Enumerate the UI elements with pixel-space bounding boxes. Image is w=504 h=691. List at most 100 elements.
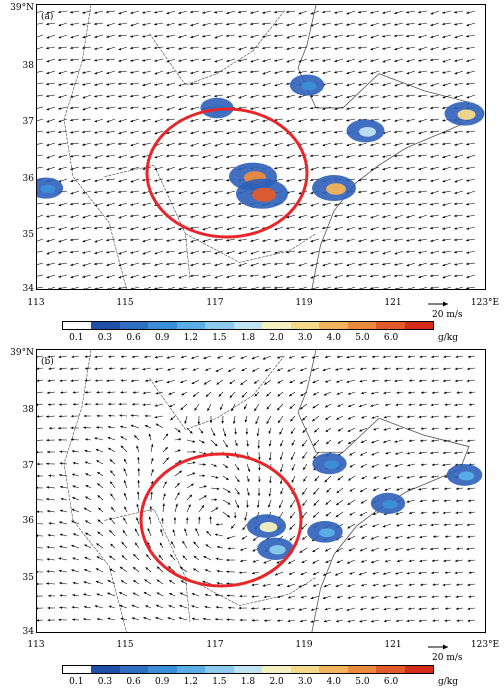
- xtick-b-1: 115: [116, 640, 134, 650]
- echo-core-a-3: [359, 126, 376, 137]
- colorbar-a-label-1: 0.3: [97, 333, 113, 343]
- colorbar-a-seg-12: [404, 322, 434, 329]
- wind-vectors-b: [37, 355, 476, 623]
- colorbar-b-label-5: 1.5: [212, 677, 227, 687]
- colorbar-a-label-6: 1.8: [240, 333, 256, 343]
- colorbar-b-seg-8: [290, 666, 320, 673]
- xtick-b-4: 121: [384, 640, 402, 650]
- ref-arrow-b-icon: [428, 644, 448, 650]
- wind-vectors-a: [37, 10, 476, 289]
- ytick-a-4: 35: [22, 230, 34, 240]
- ytick-a-0: 39°N: [10, 3, 34, 13]
- colorbar-a-label-4: 1.2: [183, 333, 198, 343]
- highlight-circle-a: [145, 107, 309, 239]
- colorbar-a-seg-10: [347, 322, 377, 329]
- echo-core-b-3: [382, 500, 398, 509]
- highlight-circle-b: [139, 452, 303, 588]
- colorbar-a-seg-8: [290, 322, 320, 329]
- ytick-b-0: 39°N: [10, 348, 34, 358]
- colorbar-b-seg-7: [262, 666, 291, 673]
- colorbar-b-seg-6: [233, 666, 263, 673]
- panel-label-a: (a): [41, 11, 53, 22]
- panel-a: (a) 39°N 38 37 36 35 34 113 115 117 119 …: [0, 0, 504, 345]
- colorbar-a-seg-6: [233, 322, 263, 329]
- colorbar-a-label-0: 0.1: [69, 333, 84, 343]
- map-b-svg: (b): [37, 350, 483, 632]
- echo-core-a-4: [301, 81, 317, 91]
- colorbar-b-label-0: 0.1: [69, 677, 84, 687]
- xtick-a-0: 113: [27, 298, 45, 308]
- xtick-a-2: 117: [206, 298, 224, 308]
- echo-core-a-2: [326, 183, 346, 195]
- colorbar-a-label-8: 3.0: [298, 333, 313, 343]
- colorbar-a-label-11: 6.0: [383, 333, 399, 343]
- colorbar-a-seg-7: [262, 322, 291, 329]
- ytick-a-1: 38: [22, 61, 34, 71]
- colorbar-b-label-10: 5.0: [355, 677, 370, 687]
- ref-arrow-a-icon: [428, 301, 448, 307]
- colorbar-b-unit: g/kg: [437, 677, 459, 687]
- colorbar-b-seg-2: [119, 666, 149, 673]
- colorbar-b-seg-10: [347, 666, 377, 673]
- colorbar-a-seg-11: [376, 322, 405, 329]
- colorbar-a-seg-3: [148, 322, 177, 329]
- xtick-b-0: 113: [27, 640, 45, 650]
- colorbar-b-seg-4: [176, 666, 206, 673]
- map-a: (a): [36, 4, 486, 290]
- ytick-b-2: 37: [22, 461, 34, 471]
- coastline-b: [63, 350, 470, 632]
- colorbar-b-label-7: 2.0: [269, 677, 284, 687]
- echo-core-a-7: [457, 109, 476, 120]
- colorbar-b-seg-5: [205, 666, 234, 673]
- colorbar-b-label-2: 0.6: [126, 677, 141, 687]
- echo-core-a-1: [252, 187, 276, 202]
- colorbar-a-label-5: 1.5: [212, 333, 227, 343]
- xtick-b-2: 117: [206, 640, 224, 650]
- echo-cells-b: [246, 453, 483, 560]
- colorbar-a-seg-1: [91, 322, 120, 329]
- ytick-a-2: 37: [22, 117, 34, 127]
- echo-core-b-1: [269, 545, 286, 555]
- colorbar-b-label-11: 6.0: [383, 677, 399, 687]
- colorbar-b-seg-1: [91, 666, 120, 673]
- echo-core-b-2: [319, 528, 335, 538]
- colorbar-a-label-9: 4.0: [326, 333, 342, 343]
- map-a-svg: (a): [37, 5, 485, 289]
- ytick-b-4: 35: [22, 573, 34, 583]
- xtick-a-4: 121: [384, 298, 402, 308]
- colorbar-b-label-3: 0.9: [154, 677, 170, 687]
- ytick-b-1: 38: [22, 405, 34, 415]
- colorbar-a: [62, 321, 434, 330]
- colorbar-a-seg-0: [63, 322, 92, 329]
- colorbar-b-label-6: 1.8: [240, 677, 256, 687]
- ytick-a-3: 36: [22, 174, 34, 184]
- panel-label-b: (b): [41, 356, 54, 367]
- ytick-a-5: 34: [22, 284, 34, 294]
- echo-core-b-4: [323, 460, 340, 469]
- colorbar-b-seg-3: [148, 666, 177, 673]
- colorbar-b-seg-9: [319, 666, 348, 673]
- colorbar-a-seg-2: [119, 322, 149, 329]
- ref-vector-a-label: 20 m/s: [432, 310, 463, 320]
- colorbar-a-seg-5: [205, 322, 234, 329]
- colorbar-b-seg-12: [404, 666, 434, 673]
- colorbar-b-seg-11: [376, 666, 405, 673]
- ytick-b-3: 36: [22, 516, 34, 526]
- ytick-b-5: 34: [22, 627, 34, 637]
- xtick-b-5: 123°E: [470, 640, 500, 650]
- colorbar-b-label-4: 1.2: [183, 677, 198, 687]
- xtick-a-1: 115: [116, 298, 134, 308]
- colorbar-a-seg-9: [319, 322, 348, 329]
- ref-vector-b: [428, 643, 452, 654]
- echo-core-b-5: [458, 471, 475, 481]
- colorbar-b: [62, 665, 434, 674]
- echo-core-b-0: [259, 522, 278, 533]
- xtick-a-5: 123°E: [470, 298, 500, 308]
- echo-cells-a: [37, 74, 485, 209]
- colorbar-b-label-9: 4.0: [326, 677, 342, 687]
- colorbar-a-label-2: 0.6: [126, 333, 141, 343]
- panel-b: (b) 39°N 38 37 36 35 34 113 115 117 119 …: [0, 345, 504, 691]
- colorbar-a-label-3: 0.9: [154, 333, 170, 343]
- colorbar-a-label-10: 5.0: [355, 333, 370, 343]
- ref-vector-a: [428, 300, 452, 311]
